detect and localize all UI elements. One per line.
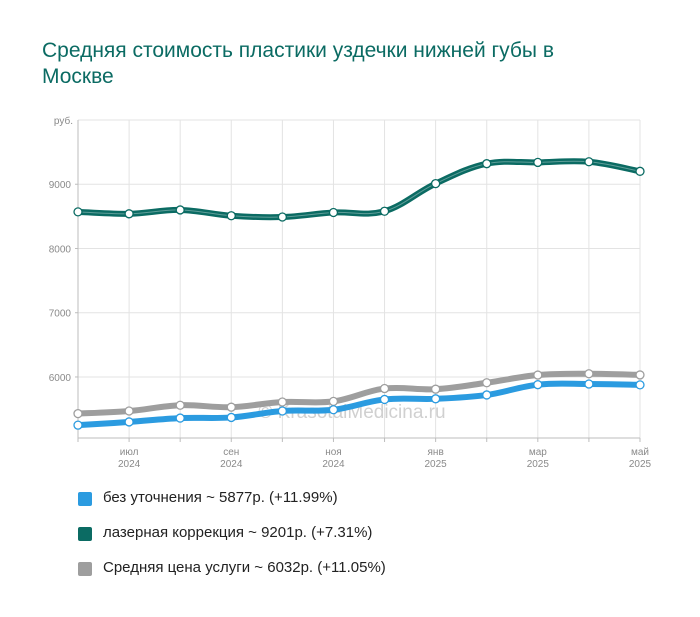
- data-point-avg[interactable]: [482, 378, 492, 388]
- chart-title: Средняя стоимость пластики уздечки нижне…: [42, 39, 555, 88]
- data-point-laser[interactable]: [328, 207, 339, 218]
- data-point-laser[interactable]: [635, 166, 645, 176]
- watermark-text: © KrasotaiMedicina.ru: [258, 402, 445, 423]
- data-point-laser[interactable]: [430, 178, 441, 189]
- series-avg: [73, 369, 645, 419]
- x-tick-label-year: 2024: [322, 459, 345, 470]
- data-point-avg[interactable]: [584, 369, 594, 379]
- data-point-none[interactable]: [635, 380, 645, 390]
- legend-swatch-avg: [78, 562, 92, 576]
- data-point-laser[interactable]: [277, 212, 288, 222]
- y-unit-label: руб.: [54, 115, 73, 127]
- data-point-none[interactable]: [277, 406, 288, 416]
- x-tick-label-year: 2025: [629, 459, 652, 470]
- data-point-laser[interactable]: [379, 206, 390, 216]
- data-point-avg[interactable]: [277, 397, 288, 407]
- legend-swatch-laser: [78, 527, 92, 541]
- legend-label-none: без уточнения ~ 5877р. (+11.99%): [103, 489, 338, 506]
- data-point-none[interactable]: [533, 380, 543, 390]
- series-none: [73, 379, 645, 430]
- x-tick-label-month: ноя: [325, 447, 342, 458]
- data-point-none[interactable]: [124, 417, 134, 427]
- legend-swatch-none: [78, 492, 92, 506]
- data-point-laser[interactable]: [226, 211, 236, 221]
- data-point-avg[interactable]: [430, 384, 441, 394]
- x-tick-label-month: май: [631, 447, 649, 458]
- data-point-laser[interactable]: [124, 209, 134, 219]
- data-point-avg[interactable]: [226, 402, 236, 412]
- legend-label-laser: лазерная коррекция ~ 9201р. (+7.31%): [103, 524, 373, 541]
- data-point-avg[interactable]: [73, 408, 83, 419]
- x-tick-label-month: сен: [223, 447, 239, 458]
- data-point-avg[interactable]: [533, 370, 543, 380]
- data-point-none[interactable]: [482, 390, 492, 400]
- data-point-laser[interactable]: [584, 157, 594, 167]
- x-tick-label-year: 2025: [425, 459, 448, 470]
- y-axis: руб. 6000 7000 8000 9000: [49, 115, 79, 438]
- x-axis: июл2024сен2024ноя2024янв2025мар2025май20…: [77, 437, 652, 470]
- chart-series: [73, 157, 645, 430]
- data-point-none[interactable]: [379, 394, 390, 405]
- data-point-avg[interactable]: [635, 370, 645, 380]
- y-tick-label: 6000: [49, 373, 72, 384]
- chart-grid: [77, 119, 641, 438]
- y-tick-label: 7000: [49, 309, 72, 320]
- data-point-none[interactable]: [430, 394, 441, 404]
- x-tick-label-year: 2025: [527, 459, 550, 470]
- x-tick-label-year: 2024: [118, 459, 141, 470]
- data-point-laser[interactable]: [73, 207, 83, 217]
- y-tick-label: 9000: [49, 180, 72, 191]
- data-point-avg[interactable]: [328, 396, 339, 407]
- y-tick-label: 8000: [49, 244, 72, 255]
- x-tick-label-year: 2024: [220, 459, 243, 470]
- data-point-laser[interactable]: [175, 205, 185, 215]
- data-point-none[interactable]: [73, 420, 83, 430]
- data-point-none[interactable]: [584, 379, 594, 389]
- data-point-avg[interactable]: [175, 400, 185, 410]
- series-line-laser: [75, 158, 643, 221]
- data-point-laser[interactable]: [533, 157, 543, 168]
- x-tick-label-month: июл: [120, 447, 139, 458]
- series-laser: [73, 157, 645, 222]
- data-point-avg[interactable]: [379, 383, 390, 394]
- data-point-none[interactable]: [175, 413, 185, 423]
- data-point-avg[interactable]: [124, 406, 134, 416]
- x-tick-label-month: мар: [529, 447, 547, 458]
- data-point-none[interactable]: [226, 412, 236, 423]
- data-point-laser[interactable]: [482, 159, 492, 169]
- legend-label-avg: Средняя цена услуги ~ 6032р. (+11.05%): [103, 559, 386, 576]
- x-tick-label-month: янв: [428, 447, 444, 458]
- data-point-none[interactable]: [328, 405, 339, 415]
